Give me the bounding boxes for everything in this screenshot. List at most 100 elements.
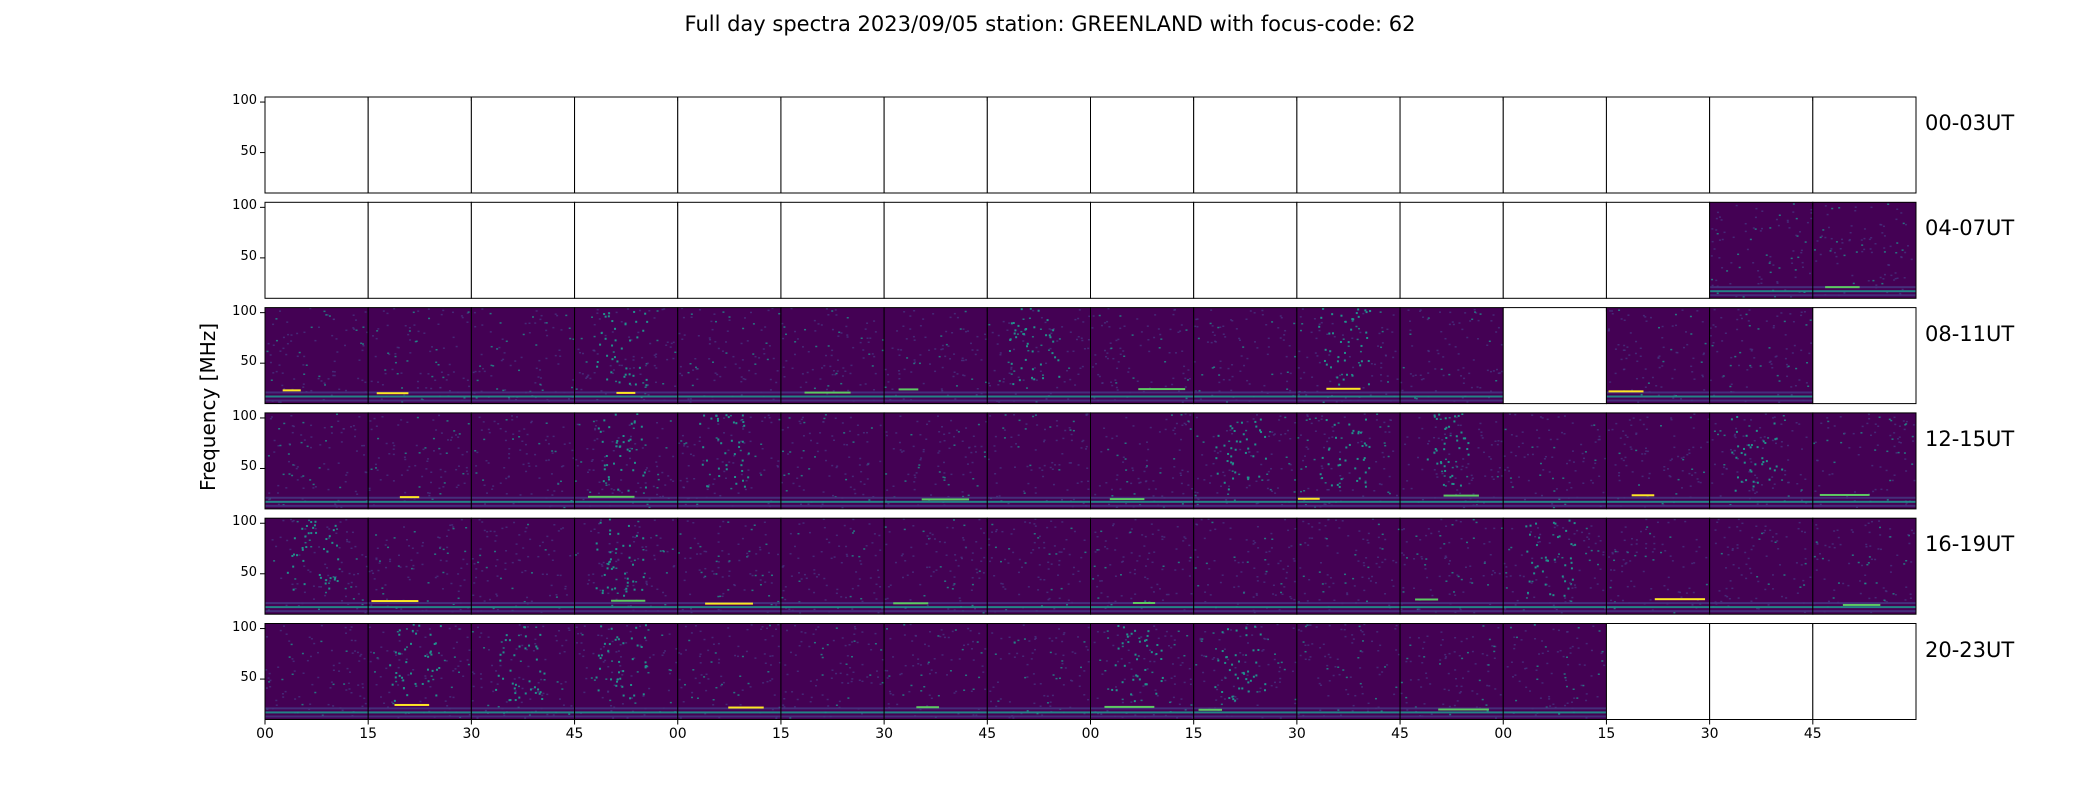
noise-speck — [1758, 276, 1761, 278]
noise-speck — [1769, 360, 1772, 363]
noise-speck — [406, 421, 409, 424]
noise-speck — [1047, 568, 1050, 570]
noise-speck — [1713, 308, 1716, 311]
noise-speck — [444, 470, 447, 473]
noise-speck — [1053, 545, 1056, 547]
burst-speck — [1756, 446, 1759, 449]
noise-speck — [747, 555, 750, 557]
noise-speck — [318, 375, 321, 378]
noise-speck — [1186, 470, 1189, 473]
noise-speck — [1101, 382, 1104, 384]
noise-speck — [994, 450, 997, 452]
noise-speck — [428, 492, 431, 494]
spectrum-panel — [1605, 412, 1711, 510]
noise-speck — [1310, 422, 1313, 425]
noise-speck — [717, 423, 720, 425]
noise-speck — [377, 437, 380, 440]
noise-speck — [1565, 462, 1568, 465]
noise-speck — [1745, 386, 1748, 388]
noise-speck — [947, 608, 950, 610]
noise-speck — [412, 564, 415, 567]
burst-speck — [625, 587, 628, 590]
noise-speck — [1527, 593, 1530, 595]
noise-speck — [1735, 204, 1738, 207]
burst-speck — [1774, 438, 1777, 441]
noise-speck — [451, 524, 454, 526]
noise-speck — [368, 570, 371, 573]
spectrum-background — [987, 518, 1091, 615]
noise-speck — [560, 329, 563, 331]
noise-speck — [384, 584, 387, 586]
noise-speck — [1027, 586, 1030, 588]
noise-speck — [1062, 437, 1065, 440]
noise-speck — [1210, 475, 1213, 477]
noise-speck — [1729, 282, 1732, 285]
noise-speck — [1018, 558, 1021, 561]
noise-speck — [1308, 537, 1311, 539]
noise-speck — [794, 330, 797, 333]
burst-speck — [1031, 368, 1034, 371]
noise-speck — [1658, 326, 1661, 329]
noise-speck — [828, 475, 831, 477]
burst-speck — [606, 464, 609, 467]
noise-speck — [570, 500, 573, 502]
noise-speck — [1893, 279, 1896, 281]
noise-speck — [1810, 217, 1813, 220]
burst-speck — [618, 381, 621, 384]
noise-speck — [1585, 527, 1588, 530]
noise-speck — [1569, 582, 1572, 584]
noise-speck — [744, 488, 747, 491]
noise-speck — [1402, 591, 1405, 593]
interference-band — [265, 610, 369, 613]
noise-speck — [1067, 599, 1070, 601]
noise-speck — [615, 578, 618, 581]
noise-speck — [1058, 564, 1061, 566]
noise-speck — [918, 362, 921, 365]
burst-speck — [326, 550, 329, 553]
chart-title: Full day spectra 2023/09/05 station: GRE… — [684, 12, 1416, 36]
noise-speck — [1045, 499, 1048, 502]
noise-speck — [800, 474, 803, 477]
noise-speck — [733, 584, 736, 587]
noise-speck — [411, 547, 414, 549]
noise-speck — [1868, 238, 1871, 241]
noise-speck — [1010, 366, 1013, 369]
noise-speck — [681, 307, 684, 310]
noise-speck — [1199, 398, 1202, 401]
panel-border — [1812, 96, 1917, 194]
noise-speck — [1589, 587, 1592, 589]
noise-speck — [455, 468, 458, 471]
interference-band — [1503, 504, 1607, 507]
noise-speck — [696, 378, 699, 380]
noise-speck — [935, 569, 938, 571]
burst-speck — [1247, 478, 1250, 481]
noise-speck — [1441, 439, 1444, 441]
noise-speck — [1150, 523, 1153, 525]
noise-speck — [1644, 386, 1647, 388]
noise-speck — [1003, 437, 1006, 439]
noise-speck — [1103, 322, 1106, 324]
noise-speck — [490, 375, 493, 377]
spectrum-panel — [574, 201, 679, 299]
noise-speck — [1010, 436, 1013, 439]
noise-speck — [1458, 322, 1461, 324]
noise-speck — [734, 363, 737, 365]
noise-speck — [354, 428, 357, 431]
noise-speck — [862, 493, 865, 496]
noise-speck — [824, 414, 827, 416]
noise-speck — [683, 445, 686, 447]
noise-speck — [1838, 207, 1841, 209]
noise-speck — [623, 588, 626, 591]
noise-speck — [1750, 419, 1753, 421]
noise-speck — [988, 382, 991, 385]
noise-speck — [1520, 554, 1523, 556]
noise-speck — [342, 428, 345, 430]
noise-speck — [386, 324, 389, 327]
noise-speck — [1715, 217, 1718, 220]
noise-speck — [447, 529, 450, 531]
noise-speck — [408, 578, 411, 581]
noise-speck — [919, 458, 922, 461]
noise-speck — [1209, 529, 1212, 532]
noise-speck — [1680, 398, 1683, 400]
noise-speck — [1114, 379, 1117, 381]
